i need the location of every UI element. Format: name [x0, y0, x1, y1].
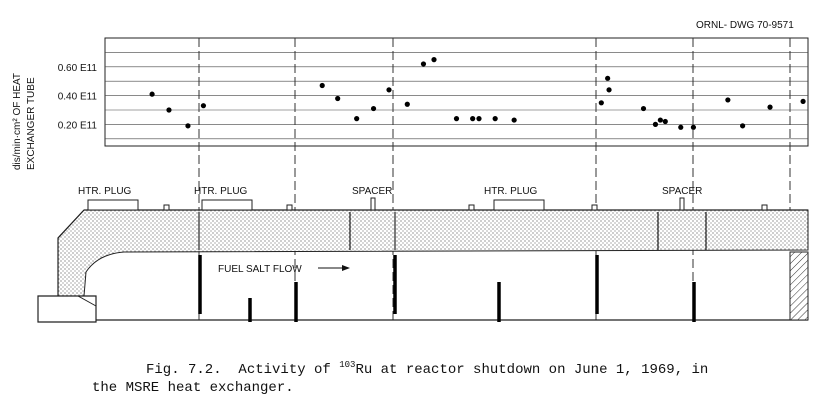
- nozzle-4: [591, 204, 598, 211]
- data-point: [690, 124, 697, 130]
- nozzle-3: [468, 204, 475, 211]
- baffle-bars: [198, 255, 696, 322]
- grid-lines: [105, 52, 808, 140]
- y-tick-label: 0.20 E11: [58, 120, 98, 131]
- htr-plug-label-2: HTR. PLUG: [194, 186, 248, 197]
- plot-area: 0.20 E11 0.40 E11 0.60 E11: [58, 37, 809, 147]
- data-point: [598, 100, 604, 106]
- data-point: [370, 105, 377, 112]
- plot-frame: [104, 37, 809, 147]
- htr-plug-label-1: HTR. PLUG: [78, 186, 132, 197]
- data-point: [319, 82, 325, 89]
- spacer-marker-1: [370, 197, 376, 211]
- data-point: [640, 105, 647, 112]
- data-point: [404, 101, 410, 107]
- data-point: [605, 75, 611, 81]
- data-points: [149, 57, 806, 130]
- data-point: [420, 61, 427, 67]
- end-plate: [789, 251, 809, 321]
- data-point: [166, 107, 172, 113]
- data-point: [354, 116, 360, 122]
- y-tick-label: 0.60 E11: [58, 63, 98, 74]
- drawing-number: ORNL- DWG 70-9571: [696, 20, 794, 31]
- caption-line-1-pre: Fig. 7.2. Activity of: [146, 362, 340, 378]
- data-point: [606, 87, 612, 93]
- htr-plug-box-2: [201, 199, 253, 211]
- figure: 0.20 E11 0.40 E11 0.60 E11: [37, 37, 809, 323]
- inlet-taper: [58, 295, 97, 307]
- baffles: [198, 212, 707, 250]
- shell-outline: [57, 209, 85, 296]
- caption-line-1-post: Ru at reactor shutdown on June 1, 1969, …: [355, 362, 709, 378]
- data-point: [386, 87, 392, 93]
- data-point: [185, 123, 191, 129]
- data-point: [200, 103, 207, 109]
- data-point: [511, 117, 517, 123]
- spacer-label-2: SPACER: [662, 186, 702, 197]
- data-point: [657, 117, 663, 123]
- data-point: [470, 116, 476, 122]
- data-point: [453, 116, 460, 122]
- data-point: [149, 91, 155, 97]
- data-point: [492, 116, 498, 122]
- flow-arrow-head: [342, 265, 350, 271]
- fuel-salt-flow-label: FUEL SALT FLOW: [218, 264, 302, 275]
- nozzle-1: [163, 204, 170, 211]
- y-tick-label: 0.40 E11: [58, 92, 98, 103]
- y-tick-labels: 0.20 E11 0.40 E11 0.60 E11: [58, 63, 98, 132]
- caption-line-1: Fig. 7.2. Activity of 103Ru at reactor s…: [146, 360, 709, 380]
- spacer-marker-2: [679, 197, 685, 211]
- data-point: [725, 97, 731, 103]
- y-axis-label-line1: dis/min·cm² OF HEAT: [12, 73, 23, 170]
- htr-plug-box-1: [87, 199, 139, 211]
- data-point: [662, 118, 668, 125]
- data-point: [767, 104, 773, 110]
- data-point: [740, 123, 746, 129]
- data-point: [652, 121, 659, 127]
- nozzle-2: [286, 204, 293, 211]
- data-point: [476, 116, 482, 122]
- htr-plug-label-3: HTR. PLUG: [484, 186, 538, 197]
- spacer-label-1: SPACER: [352, 186, 392, 197]
- data-point: [431, 57, 437, 63]
- y-axis-label: dis/min·cm² OF HEAT EXCHANGER TUBE: [12, 73, 37, 170]
- section-dividers: [198, 38, 791, 320]
- inlet-nozzle: [37, 295, 97, 323]
- nozzle-5: [761, 204, 768, 211]
- caption-line-2: the MSRE heat exchanger.: [92, 380, 294, 396]
- htr-plug-box-3: [493, 199, 545, 211]
- data-point: [678, 124, 684, 130]
- y-axis-label-line2: EXCHANGER TUBE: [26, 77, 37, 170]
- data-point: [335, 95, 341, 102]
- data-point: [800, 98, 806, 104]
- caption-superscript: 103: [339, 360, 356, 370]
- heat-exchanger-schematic: [37, 197, 809, 323]
